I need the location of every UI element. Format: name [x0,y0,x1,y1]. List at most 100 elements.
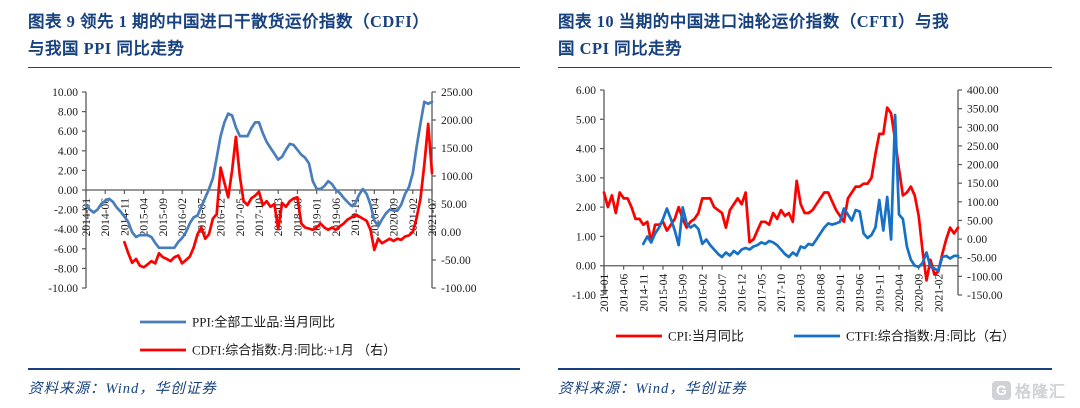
x-tick-label: 2016-07 [196,198,208,237]
legend-label-0: CPI:当月同比 [668,329,744,344]
figure-10-column: 图表 10 当期的中国进口油轮运价指数（CFTI）与我 国 CPI 同比走势 6… [558,8,1052,408]
figure-10-chart: 6.00 5.00 4.00 3.00 2.00 1.00 0.00 -1.00 400.00 3… [572,85,1015,344]
series-line-1 [641,113,960,273]
y-right-tick-label: 350.00 [967,104,999,116]
figure-9-title-line1: 图表 9 领先 1 期的中国进口干散货运价指数（CDFI） [28,12,430,31]
figure-10-source: 资料来源：Wind，华创证券 [558,381,747,397]
x-tick-label: 2014-01 [81,198,93,237]
x-tick-label: 2019-01 [835,273,847,312]
y-left-tick-label: 2.00 [576,202,596,214]
y-left-tick-label: 6.00 [576,85,596,97]
figure-9-source-row: 资料来源：Wind，华创证券 [28,377,520,398]
y-left-tick-label: -6.00 [54,244,78,256]
x-tick-label: 2017-05 [235,198,247,237]
x-tick-label: 2016-02 [697,273,709,312]
figure-9-title-rule [28,67,520,68]
y-left-tick-label: 4.00 [58,146,78,158]
x-tick-label: 2015-09 [158,198,170,237]
y-right-tick-label: 50.00 [441,199,467,211]
x-tick-label: 2019-01 [312,198,324,237]
figure-10-title: 图表 10 当期的中国进口油轮运价指数（CFTI）与我 国 CPI 同比走势 [558,8,1052,62]
y-left-tick-label: 0.00 [58,185,78,197]
x-tick-label: 2018-03 [796,273,808,312]
y-right-tick-label: 0.00 [441,227,461,239]
x-tick-label: 2018-08 [292,198,304,237]
figure-10-title-line1: 图表 10 当期的中国进口油轮运价指数（CFTI）与我 [558,12,950,31]
x-tick-label: 2016-12 [737,273,749,312]
figure-9-chart: 10.00 8.00 6.00 4.00 2.00 0.00 -2.00 -4.00 -6.00… [48,87,477,358]
y-left-tick-label: 10.00 [52,87,78,99]
legend-label-1: CDFI:综合指数:月:同比:+1月 （右） [192,343,396,358]
y-right-tick-label: 200.00 [441,115,473,127]
x-tick-label: 2020-04 [894,273,906,312]
series-line-0 [602,106,960,282]
x-tick-label: 2014-06 [619,273,631,312]
x-tick-label: 2021-07 [427,198,439,237]
x-tick-label: 2015-04 [139,198,151,237]
x-tick-label: 2018-08 [815,273,827,312]
x-tick-label: 2019-06 [855,273,867,312]
y-right-tick-label: 50.00 [967,215,993,227]
legend-label-0: PPI:全部工业品:当月同比 [192,315,335,330]
x-tick-label: 2014-11 [638,273,650,311]
x-tick-label: 2016-02 [177,198,189,237]
y-right-tick-label: -100.00 [967,271,1003,283]
figure-10-footer-rule [558,368,1052,370]
y-right-tick-label: -150.00 [967,290,1003,302]
x-tick-label: 2020-09 [914,273,926,312]
y-right-tick-label: 100.00 [441,171,473,183]
y-left-tick-label: -2.00 [54,205,78,217]
figure-10-source-row: 资料来源：Wind，华创证券 [558,377,1052,398]
x-tick-label: 2021-02 [408,198,420,237]
y-left-tick-label: 4.00 [576,144,596,156]
figure-10-title-line2: 国 CPI 同比走势 [558,39,683,58]
y-right-tick-label: 400.00 [967,85,999,97]
y-right-tick-label: 0.00 [967,234,987,246]
y-right-tick-label: 150.00 [441,143,473,155]
y-left-tick-label: 2.00 [58,165,78,177]
y-left-tick-label: 1.00 [576,231,596,243]
y-right-tick-label: 100.00 [967,197,999,209]
gelonghui-logo-text: 格隆汇 [1014,384,1066,401]
y-left-tick-label: -10.00 [48,283,78,295]
x-tick-label: 2017-05 [756,273,768,312]
y-left-tick-label: 5.00 [576,114,596,126]
y-left-tick-label: 3.00 [576,173,596,185]
figure-9-column: 图表 9 领先 1 期的中国进口干散货运价指数（CDFI） 与我国 PPI 同比… [28,8,520,408]
y-right-tick-label: 200.00 [967,160,999,172]
x-tick-label: 2015-09 [678,273,690,312]
figure-9-title: 图表 9 领先 1 期的中国进口干散货运价指数（CDFI） 与我国 PPI 同比… [28,8,520,62]
series-line-0 [84,100,434,250]
y-right-tick-label: 250.00 [967,141,999,153]
legend-label-1: CTFI:综合指数:月:同比（右） [846,329,1015,344]
y-right-tick-label: -50.00 [967,253,997,265]
y-right-tick-label: -100.00 [441,283,477,295]
y-left-tick-label: 8.00 [58,107,78,119]
x-tick-label: 2015-04 [658,273,670,312]
x-tick-label: 2014-01 [599,273,611,312]
x-tick-label: 2017-10 [254,198,266,237]
x-tick-label: 2017-10 [776,273,788,312]
x-tick-label: 2020-09 [389,198,401,237]
y-left-tick-label: -4.00 [54,224,78,236]
y-right-tick-label: 150.00 [967,178,999,190]
y-left-tick-label: 0.00 [576,261,596,273]
y-right-tick-label: -50.00 [441,255,471,267]
y-left-tick-label: 6.00 [58,126,78,138]
figure-10-title-rule [558,67,1052,68]
figure-9-source: 资料来源：Wind，华创证券 [28,381,217,397]
x-tick-label: 2014-06 [100,198,112,237]
figure-9-title-line2: 与我国 PPI 同比走势 [28,39,185,58]
y-left-tick-label: -1.00 [572,290,596,302]
x-tick-label: 2019-11 [874,273,886,311]
y-right-tick-label: 300.00 [967,122,999,134]
y-right-tick-label: 250.00 [441,87,473,99]
y-left-tick-label: -8.00 [54,263,78,275]
x-tick-label: 2021-02 [933,273,945,312]
gelonghui-logo-icon: G [991,380,1011,400]
x-tick-label: 2016-07 [717,273,729,312]
gelonghui-logo: G 格隆汇 [991,378,1066,402]
figure-9-footer-rule [28,368,520,370]
series-line-1 [123,122,434,269]
